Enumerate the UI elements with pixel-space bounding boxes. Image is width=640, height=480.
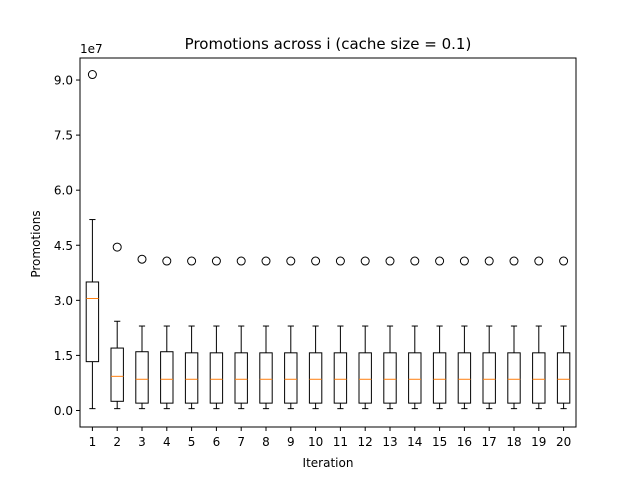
iqr-box [234,352,248,404]
x-tick-label: 13 [382,435,397,449]
x-tick-label: 11 [333,435,348,449]
iqr-box [383,352,397,404]
x-tick-label: 17 [482,435,497,449]
iqr-box [184,352,199,404]
y-axis-label: Promotions [29,210,43,277]
y-axis-offset-label: 1e7 [80,42,103,56]
outlier-point [236,256,246,266]
outlier-point [534,256,544,266]
x-tick-label: 14 [407,435,422,449]
iqr-box [333,352,348,404]
x-tick-label: 20 [556,435,571,449]
x-tick-label: 18 [506,435,521,449]
outlier-point [137,254,147,264]
x-tick-label: 5 [188,435,196,449]
iqr-box [457,352,472,404]
chart-title: Promotions across i (cache size = 0.1) [185,35,472,53]
iqr-box [135,351,149,404]
x-tick-label: 3 [138,435,146,449]
outlier-point [187,256,197,266]
x-tick-label: 19 [531,435,546,449]
y-tick-label: 6.0 [54,184,73,198]
x-axis-label: Iteration [303,456,354,470]
outlier-point [484,256,494,266]
y-tick-label: 1.5 [54,349,73,363]
iqr-box [556,352,571,404]
x-tick-label: 6 [213,435,221,449]
y-tick-label: 4.5 [54,239,73,253]
outlier-point [335,256,345,266]
x-tick-label: 15 [432,435,447,449]
axes-frame [79,57,577,428]
x-tick-label: 12 [358,435,373,449]
iqr-box [507,352,521,404]
outlier-point [509,256,519,266]
outlier-point [385,256,395,266]
outlier-point [211,256,221,266]
iqr-box [85,281,100,363]
outlier-point [311,256,321,266]
x-tick-label: 2 [113,435,121,449]
x-tick-label: 9 [287,435,295,449]
outlier-point [261,256,271,266]
outlier-point [162,256,172,266]
outlier-point [87,70,97,80]
iqr-box [408,352,422,404]
iqr-box [110,347,124,402]
outlier-point [435,256,445,266]
iqr-box [432,352,447,404]
iqr-box [358,352,372,404]
outlier-point [286,256,296,266]
outlier-point [360,256,370,266]
x-tick-label: 16 [457,435,472,449]
plot-area: 0.01.53.04.56.07.59.01 2 3 4 5 6 7 8 9 10 11 12 13 14… [54,70,571,449]
x-tick-label: 1 [89,435,97,449]
iqr-box [532,352,546,404]
x-tick-label: 10 [308,435,323,449]
iqr-box [308,352,323,404]
y-tick-label: 0.0 [54,404,73,418]
y-tick-label: 7.5 [54,129,73,143]
iqr-box [284,352,298,404]
y-tick-label: 9.0 [54,74,73,88]
iqr-box [259,352,273,404]
y-tick-label: 3.0 [54,294,73,308]
x-tick-label: 8 [262,435,270,449]
iqr-box [160,351,174,404]
outlier-point [112,242,122,252]
x-tick-label: 7 [237,435,245,449]
outlier-point [410,256,420,266]
iqr-box [209,352,224,404]
iqr-box [482,352,496,404]
outlier-point [559,256,569,266]
outlier-point [459,256,469,266]
x-tick-label: 4 [163,435,171,449]
